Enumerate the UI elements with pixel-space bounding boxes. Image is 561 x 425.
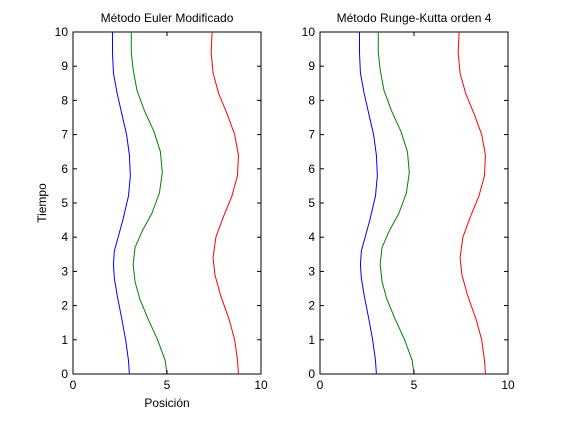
chart-1-axes-box: [72, 31, 262, 375]
chart-1-x-axis-label: Posición: [144, 396, 189, 410]
chart-1-y-tick-label-9: 9: [61, 59, 68, 73]
chart-1-x-tick-label-0: 0: [70, 378, 77, 392]
chart-2-x-tick-label-5: 5: [411, 378, 418, 392]
chart-1-series-line-3: [210, 31, 239, 375]
chart-1-y-tick-label-7: 7: [61, 128, 68, 142]
chart-1-series-line-2: [130, 32, 168, 375]
chart-2-y-tick-label-10: 10: [302, 25, 316, 39]
chart-1-x-tick-label-5: 5: [164, 378, 171, 392]
chart-1-y-tick-label-3: 3: [61, 264, 68, 278]
chart-2-x-tick-label-10: 10: [501, 378, 515, 392]
chart-2-series-line-1: [358, 32, 378, 375]
chart-2-series-line-2: [377, 32, 415, 375]
chart-2-y-tick-label-7: 7: [308, 128, 315, 142]
chart-1-y-tick-label-2: 2: [61, 299, 68, 313]
chart-2-y-tick-label-3: 3: [308, 264, 315, 278]
chart-2-y-tick-label-1: 1: [308, 333, 315, 347]
chart-1-title: Método Euler Modificado: [101, 11, 234, 25]
chart-1-y-axis-label: Tiempo: [35, 183, 49, 223]
chart-2-y-tick-label-6: 6: [308, 162, 315, 176]
chart-1-y-tick-label-5: 5: [61, 196, 68, 210]
chart-2-y-tick-label-5: 5: [308, 196, 315, 210]
chart-1-y-tick-label-0: 0: [61, 367, 68, 381]
chart-1-y-tick-label-4: 4: [61, 230, 68, 244]
chart-2-series-line-3: [457, 31, 486, 375]
chart-1-series-line-1: [111, 32, 131, 375]
chart-1-y-tick-label-10: 10: [55, 25, 69, 39]
chart-2-y-tick-label-0: 0: [308, 367, 315, 381]
chart-1-y-tick-label-8: 8: [61, 93, 68, 107]
chart-2-title: Método Runge-Kutta orden 4: [337, 11, 492, 25]
chart-2-y-tick-label-9: 9: [308, 59, 315, 73]
chart-1-x-tick-label-10: 10: [254, 378, 268, 392]
chart-1-y-tick-label-1: 1: [61, 333, 68, 347]
chart-2-y-tick-label-2: 2: [308, 299, 315, 313]
chart-2-y-tick-label-4: 4: [308, 230, 315, 244]
chart-2-y-tick-label-8: 8: [308, 93, 315, 107]
chart-1-y-tick-label-6: 6: [61, 162, 68, 176]
chart-2-axes-box: [319, 31, 509, 375]
chart-2-x-tick-label-0: 0: [317, 378, 324, 392]
